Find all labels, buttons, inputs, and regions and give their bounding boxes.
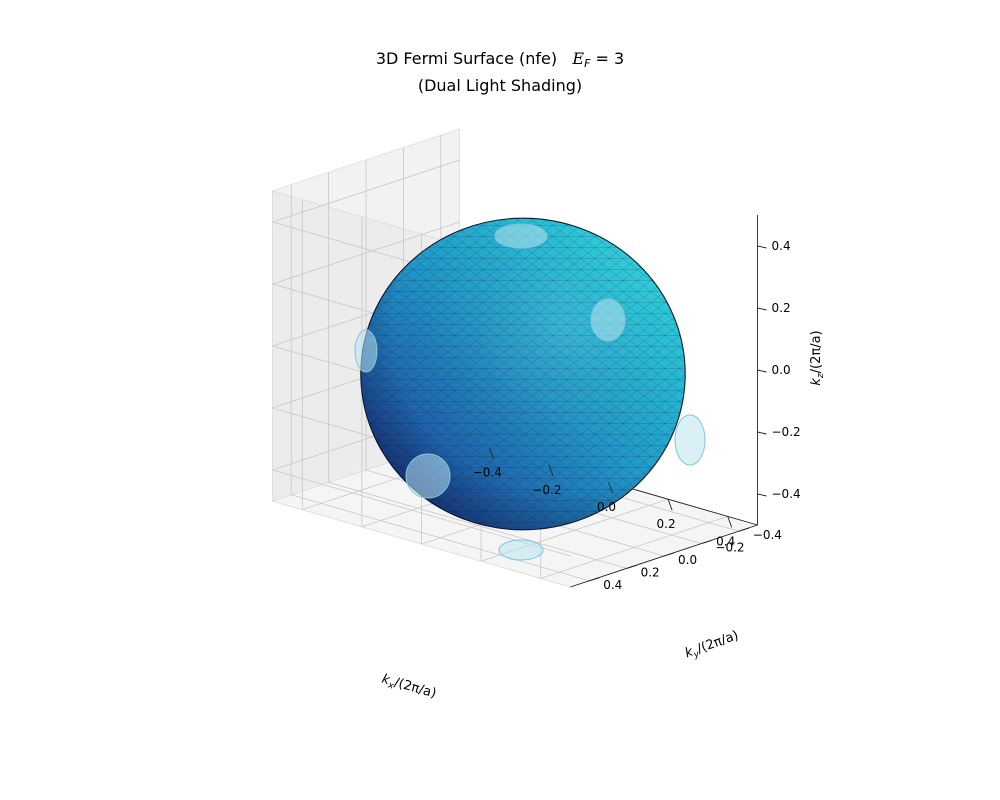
title-math-sub: F <box>584 57 591 70</box>
y-tick-label: −0.2 <box>715 541 744 555</box>
axis-ticks: −0.4 −0.2 0.0 0.2 0.4 −0.4 −0.2 0.0 0.2 0.4 −0.4 −0… <box>473 239 801 592</box>
clipped-cap-plusminus-y <box>354 329 378 373</box>
clipped-cap-minus-z <box>498 539 544 561</box>
y-tick-label: −0.4 <box>753 528 782 542</box>
title-line-2: (Dual Light Shading) <box>417 76 583 95</box>
x-tick-label: −0.4 <box>473 466 502 480</box>
y-tick-label: 0.0 <box>678 553 697 567</box>
x-tick-label: −0.2 <box>532 483 561 497</box>
z-tick <box>757 307 767 311</box>
clipped-cap-minus-x <box>405 453 451 499</box>
y-tick <box>701 540 712 545</box>
y-tick-label: 0.2 <box>641 565 660 579</box>
x-tick <box>608 481 613 494</box>
x-tick-label: 0.4 <box>716 534 735 548</box>
z-tick <box>757 245 767 249</box>
grid-line <box>272 159 460 223</box>
y-tick-label: 0.4 <box>603 578 622 592</box>
y-tick <box>663 552 675 557</box>
title-math-var: E <box>572 49 585 68</box>
z-tick-label: 0.0 <box>772 363 791 377</box>
x-tick-label: 0.2 <box>657 517 676 531</box>
x-tick <box>488 447 494 459</box>
grid-line <box>328 482 627 569</box>
clipped-cap-plusminus-z <box>494 223 548 249</box>
clipped-cap-minus-y <box>590 298 626 342</box>
y-tick <box>626 564 637 569</box>
title-math-rest: = 3 <box>590 49 625 68</box>
z-tick-label: −0.4 <box>772 487 801 501</box>
sphere-shading <box>360 218 686 530</box>
chart-title: 3D Fermi Surface (nfe) EF = 3 (Dual Ligh… <box>0 48 1000 97</box>
fermi-sphere <box>354 217 706 561</box>
z-tick-label: −0.2 <box>772 425 801 439</box>
title-prefix: 3D Fermi Surface (nfe) <box>375 49 558 68</box>
z-tick <box>757 431 767 435</box>
x-tick <box>548 464 554 476</box>
x-tick <box>667 499 673 511</box>
clipped-cap-plusminus-x <box>674 414 706 466</box>
z-axis-label: kz/(2π/a) <box>809 330 826 385</box>
y-tick <box>738 527 749 532</box>
y-tick <box>589 577 600 582</box>
title-line-1: 3D Fermi Surface (nfe) EF = 3 <box>0 48 1000 75</box>
y-axis-label: ky/(2π/a) <box>683 628 741 663</box>
grid-line <box>291 494 590 582</box>
x-axis-label: kx/(2π/a) <box>380 672 438 704</box>
grid-line <box>272 221 460 285</box>
z-tick <box>757 493 767 497</box>
x-tick-label: 0.0 <box>597 500 616 514</box>
z-tick <box>757 369 767 373</box>
z-tick-label: 0.4 <box>772 239 791 253</box>
x-tick <box>727 516 733 528</box>
z-tick-label: 0.2 <box>772 301 791 315</box>
